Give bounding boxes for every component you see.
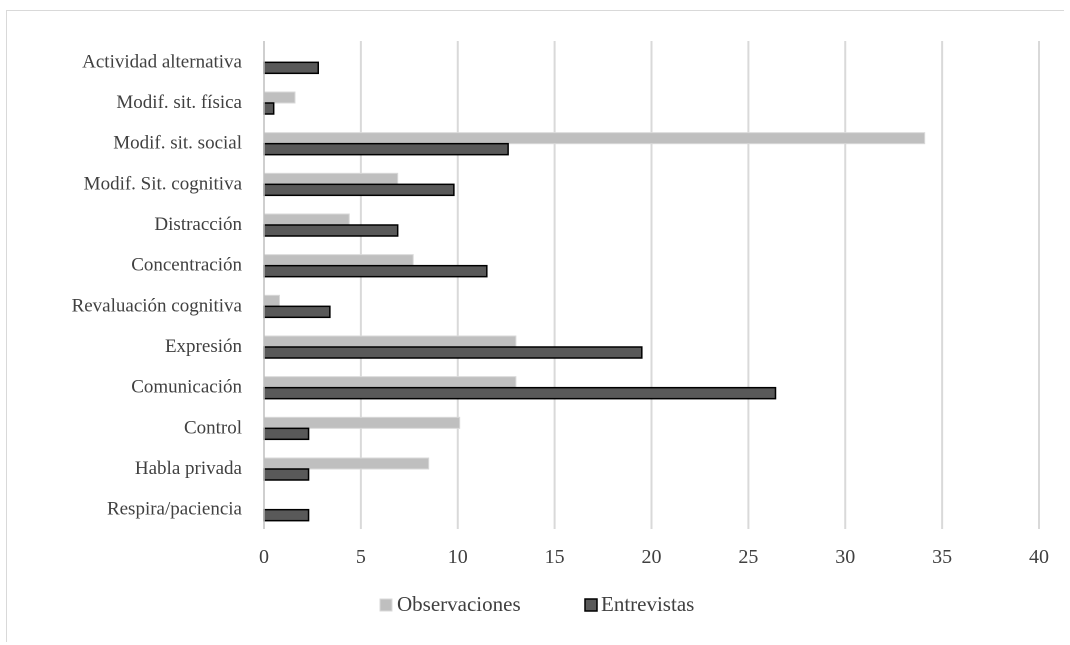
bar-observaciones xyxy=(263,254,414,267)
legend: Observaciones Entrevistas xyxy=(379,592,694,616)
category-label: Modif. Sit. cognitiva xyxy=(84,173,243,194)
bar-observaciones xyxy=(263,91,296,104)
tick-labels: 0 5 10 15 20 25 30 35 40 xyxy=(259,546,1049,568)
x-tick-label: 5 xyxy=(356,546,366,568)
bar-entrevistas xyxy=(263,386,777,400)
bar-observaciones xyxy=(263,213,350,226)
bar-observaciones xyxy=(263,132,926,145)
bar-entrevistas xyxy=(263,264,488,278)
bar-observaciones xyxy=(263,294,280,307)
legend-label-entrevistas: Entrevistas xyxy=(601,592,694,616)
category-labels: Actividad alternativa Modif. sit. física M… xyxy=(72,51,243,519)
bar-entrevistas xyxy=(263,305,331,319)
bar-observaciones xyxy=(263,172,399,185)
x-tick-label: 15 xyxy=(545,546,565,568)
bar-entrevistas xyxy=(263,427,310,441)
category-label: Control xyxy=(184,417,242,438)
chart-frame xyxy=(6,10,1064,642)
bar-entrevistas xyxy=(263,468,310,481)
bar-entrevistas xyxy=(263,508,310,522)
bar-entrevistas xyxy=(263,142,509,156)
x-tick-label: 0 xyxy=(259,546,269,568)
category-label: Comunicación xyxy=(131,377,242,398)
category-label: Modif. sit. social xyxy=(113,133,242,154)
legend-label-observaciones: Observaciones xyxy=(397,592,521,616)
category-label: Concentración xyxy=(131,255,242,276)
x-tick-label: 30 xyxy=(835,546,855,568)
bar-entrevistas xyxy=(263,224,399,237)
bar-observaciones xyxy=(263,457,430,470)
category-label: Distracción xyxy=(154,214,242,235)
bar-observaciones xyxy=(263,416,461,429)
bars xyxy=(263,61,926,522)
legend-swatch-observaciones xyxy=(379,598,393,612)
category-label: Respira/paciencia xyxy=(107,499,243,520)
category-label: Habla privada xyxy=(135,458,243,479)
x-tick-label: 10 xyxy=(448,546,468,568)
legend-swatch-entrevistas xyxy=(584,598,598,612)
bar-entrevistas xyxy=(263,183,455,197)
x-tick-label: 25 xyxy=(738,546,758,568)
x-tick-label: 40 xyxy=(1029,546,1049,568)
category-label: Actividad alternativa xyxy=(82,51,242,72)
bar-entrevistas xyxy=(263,61,319,75)
category-label: Modif. sit. física xyxy=(116,92,242,113)
bar-entrevistas xyxy=(263,346,643,359)
bar-observaciones xyxy=(263,335,517,348)
x-tick-label: 20 xyxy=(642,546,662,568)
bar-observaciones xyxy=(263,376,517,389)
category-label: Expresión xyxy=(165,336,243,357)
gridlines xyxy=(359,41,1040,529)
x-tick-label: 35 xyxy=(932,546,952,568)
category-label: Revaluación cognitiva xyxy=(72,295,243,316)
bar-entrevistas xyxy=(263,102,275,115)
